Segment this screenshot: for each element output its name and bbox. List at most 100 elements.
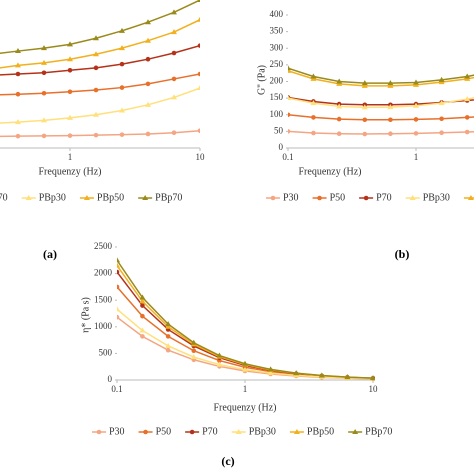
legend-label: P70 — [0, 192, 8, 203]
marker — [14, 62, 21, 68]
series-line — [0, 0, 200, 55]
marker — [145, 81, 151, 87]
marker — [197, 128, 200, 134]
series-line — [0, 73, 200, 96]
marker — [171, 130, 177, 136]
marker — [310, 73, 317, 79]
marker — [67, 89, 73, 95]
marker — [14, 119, 21, 125]
legend-marker — [293, 429, 300, 434]
marker — [361, 104, 368, 110]
marker — [464, 73, 471, 79]
y-axis-title: η* (Pa s) — [80, 297, 91, 333]
legend-label: PBp30 — [249, 426, 276, 437]
marker — [190, 339, 197, 345]
marker — [144, 101, 151, 107]
marker — [197, 16, 200, 22]
legend-marker — [409, 195, 416, 200]
marker — [144, 37, 151, 43]
marker — [387, 82, 394, 88]
marker — [15, 133, 21, 139]
x-tick-label: 10 — [369, 384, 379, 394]
marker — [67, 133, 73, 138]
marker — [171, 50, 177, 56]
legend-marker — [142, 195, 149, 200]
marker — [336, 78, 343, 84]
y-axis-title: G'' (Pa) — [256, 65, 267, 95]
marker — [119, 27, 126, 33]
series-line — [117, 259, 374, 379]
y-tick-label: 2000 — [94, 268, 113, 278]
x-tick-label: 0.1 — [282, 152, 293, 162]
marker — [119, 85, 125, 90]
marker — [93, 87, 99, 93]
legend-label: PBp70 — [155, 192, 182, 203]
legend-label: P30 — [109, 426, 125, 437]
marker — [41, 117, 48, 123]
marker — [439, 116, 444, 122]
marker — [119, 61, 125, 67]
marker — [413, 117, 419, 122]
y-tick-label: 400 — [270, 9, 284, 19]
legend-label: PBp70 — [365, 426, 392, 437]
marker — [139, 327, 146, 333]
marker — [119, 132, 125, 137]
legend-marker — [235, 429, 242, 434]
series-line — [0, 19, 200, 69]
marker — [336, 103, 343, 109]
plot-area — [117, 257, 375, 382]
marker — [191, 348, 197, 354]
plot-area — [288, 65, 474, 137]
legend-label: PBp50 — [97, 192, 124, 203]
legend-label: P30 — [283, 192, 299, 203]
series-line — [0, 129, 200, 138]
marker — [165, 342, 172, 348]
marker — [267, 366, 274, 372]
x-tick-label: 0.1 — [111, 384, 122, 394]
y-tick-label: 0 — [279, 142, 284, 152]
legend-marker — [83, 195, 90, 200]
plot-area — [0, 0, 200, 139]
marker — [336, 131, 342, 137]
legend-marker — [189, 429, 195, 435]
y-tick-label: 50 — [274, 125, 284, 135]
y-tick-label: 150 — [270, 92, 284, 102]
marker — [67, 114, 73, 120]
marker — [361, 82, 368, 88]
marker — [144, 19, 151, 25]
marker — [14, 48, 21, 54]
y-tick-label: 500 — [99, 347, 113, 357]
marker — [145, 131, 151, 137]
x-axis-title: Frequenzy (Hz) — [38, 166, 101, 177]
x-axis-title: Frequenzy (Hz) — [213, 402, 276, 413]
marker — [216, 361, 223, 367]
marker — [361, 80, 368, 86]
marker — [387, 80, 394, 86]
legend-marker — [143, 429, 148, 435]
marker — [165, 334, 171, 339]
legend-label: PBp30 — [423, 192, 450, 203]
marker — [388, 117, 393, 123]
marker — [288, 95, 291, 101]
y-tick-label: 100 — [270, 109, 284, 119]
marker — [171, 29, 178, 35]
marker — [119, 107, 126, 113]
marker — [117, 262, 120, 268]
legend-marker — [25, 195, 32, 200]
marker — [310, 100, 317, 106]
x-tick-label: 1 — [243, 384, 248, 394]
series-line — [288, 130, 474, 135]
marker — [67, 41, 73, 47]
marker — [387, 104, 394, 110]
marker — [362, 117, 368, 123]
marker — [318, 372, 325, 378]
panel-label: (a) — [43, 247, 57, 261]
marker — [464, 129, 470, 135]
marker — [67, 56, 73, 62]
marker — [288, 129, 291, 134]
marker — [288, 112, 291, 118]
marker — [171, 9, 178, 15]
marker — [216, 352, 223, 358]
marker — [93, 111, 100, 117]
marker — [197, 85, 200, 91]
